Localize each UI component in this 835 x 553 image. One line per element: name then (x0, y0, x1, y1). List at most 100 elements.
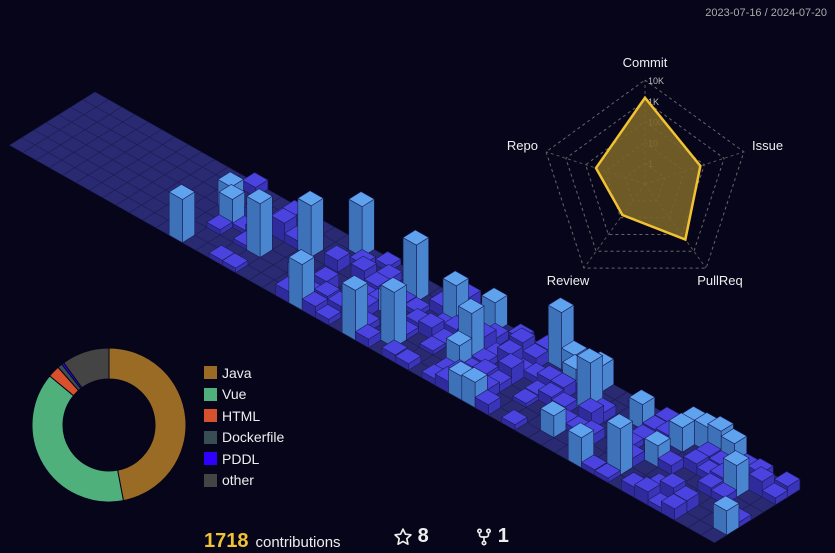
calendar-bar (697, 472, 724, 489)
donut-slice-java (108, 347, 187, 502)
calendar-bar (461, 366, 488, 383)
radar-axis-line (644, 183, 707, 269)
calendar-bar (720, 428, 748, 445)
forks-count: 1 (497, 525, 509, 547)
calendar-bar (580, 454, 608, 471)
calendar-bar (761, 482, 789, 499)
calendar-bar (682, 448, 710, 465)
stars-count: 8 (417, 525, 429, 547)
legend-item: Dockerfile (204, 427, 284, 449)
calendar-bar (418, 312, 445, 329)
legend-item: Java (204, 362, 284, 384)
language-donut-chart (31, 347, 187, 503)
calendar-day-cell (700, 527, 728, 544)
calendar-bar-side (361, 198, 375, 258)
legend-swatch (204, 366, 217, 380)
legend-swatch (204, 387, 217, 401)
calendar-bar (168, 184, 196, 200)
calendar-bar-side (547, 304, 562, 371)
calendar-bar (567, 422, 595, 439)
calendar-bar (522, 342, 549, 359)
calendar-bar (660, 493, 688, 510)
calendar-bar-side (619, 420, 633, 476)
radar-tick-label: 1K (648, 97, 659, 107)
calendar-bar (218, 184, 246, 200)
calendar-bar (594, 462, 621, 479)
calendar-bar (551, 391, 578, 408)
calendar-bar (457, 298, 485, 314)
calendar-bar (394, 348, 422, 365)
calendar-bar (501, 409, 528, 426)
calendar-bar (628, 389, 656, 406)
legend-swatch (204, 409, 217, 423)
legend-item: PDDL (204, 448, 284, 470)
calendar-bar (380, 276, 407, 293)
calendar-bar (314, 303, 342, 320)
calendar-bar (206, 214, 233, 231)
calendar-bar-side (246, 195, 261, 259)
calendar-bar-side (168, 191, 183, 244)
calendar-bar (474, 389, 502, 406)
legend-item: HTML (204, 405, 284, 427)
calendar-bar (672, 485, 700, 502)
calendar-bar (547, 297, 575, 314)
calendar-bar (659, 472, 687, 489)
contribution-count: 1718 (204, 529, 249, 552)
calendar-bar (419, 335, 446, 352)
calendar-bar (313, 281, 341, 297)
calendar-bar (657, 450, 685, 467)
calendar-bar (539, 400, 567, 417)
calendar-bar (241, 172, 269, 188)
legend-label: Java (222, 364, 252, 381)
calendar-bar-side (341, 282, 356, 341)
calendar-bar (481, 287, 508, 304)
radar-axis-label: Commit (623, 55, 668, 70)
legend-label: Dockerfile (222, 429, 285, 446)
calendar-bar (606, 413, 634, 430)
legend-label: other (222, 472, 254, 489)
calendar-bar (297, 190, 324, 207)
calendar-bar (445, 330, 473, 347)
calendar-bar (442, 270, 470, 287)
legend-swatch (204, 452, 217, 466)
calendar-bar-side (393, 284, 407, 349)
radar-axis-label: Review (547, 273, 590, 288)
calendar-bar (773, 471, 801, 487)
calendar-bar (512, 388, 539, 404)
calendar-bar-side (380, 284, 395, 349)
calendar-bar (246, 188, 273, 205)
radar-axis-line (583, 183, 646, 269)
calendar-bar (350, 255, 378, 272)
calendar-bar (722, 450, 750, 466)
legend-label: HTML (222, 407, 261, 424)
stars-stat: 8 (393, 525, 429, 548)
calendar-bar-side (416, 236, 429, 303)
legend-item: other (204, 470, 284, 492)
calendar-bar-side (310, 197, 324, 258)
calendar-bar-side (182, 191, 195, 244)
calendar-bar (288, 249, 315, 265)
calendar-bar (270, 207, 298, 224)
calendar-bar (402, 229, 430, 246)
calendar-bar (381, 339, 409, 356)
radar-axis-line (644, 151, 745, 185)
calendar-bar (668, 412, 696, 429)
calendar-bar (341, 274, 369, 291)
calendar-bar (221, 252, 249, 269)
calendar-bar-side (297, 197, 312, 258)
fork-icon (476, 527, 491, 546)
calendar-bar (549, 372, 577, 389)
legend-label: Vue (222, 386, 247, 403)
radar-series-area (594, 95, 702, 242)
date-range: 2023-07-16 / 2024-07-20 (705, 7, 827, 19)
contribution-label: contributions (255, 533, 341, 551)
calendar-bar (301, 291, 329, 307)
calendar-bar-side (259, 195, 273, 259)
radar-axis-label: Repo (507, 138, 538, 153)
calendar-bar (707, 415, 734, 432)
summary-footer: 1718 contributions 8 1 (204, 525, 509, 553)
calendar-bar (644, 430, 671, 447)
radar-axis-label: PullReq (697, 273, 743, 288)
forks-stat: 1 (475, 525, 509, 548)
